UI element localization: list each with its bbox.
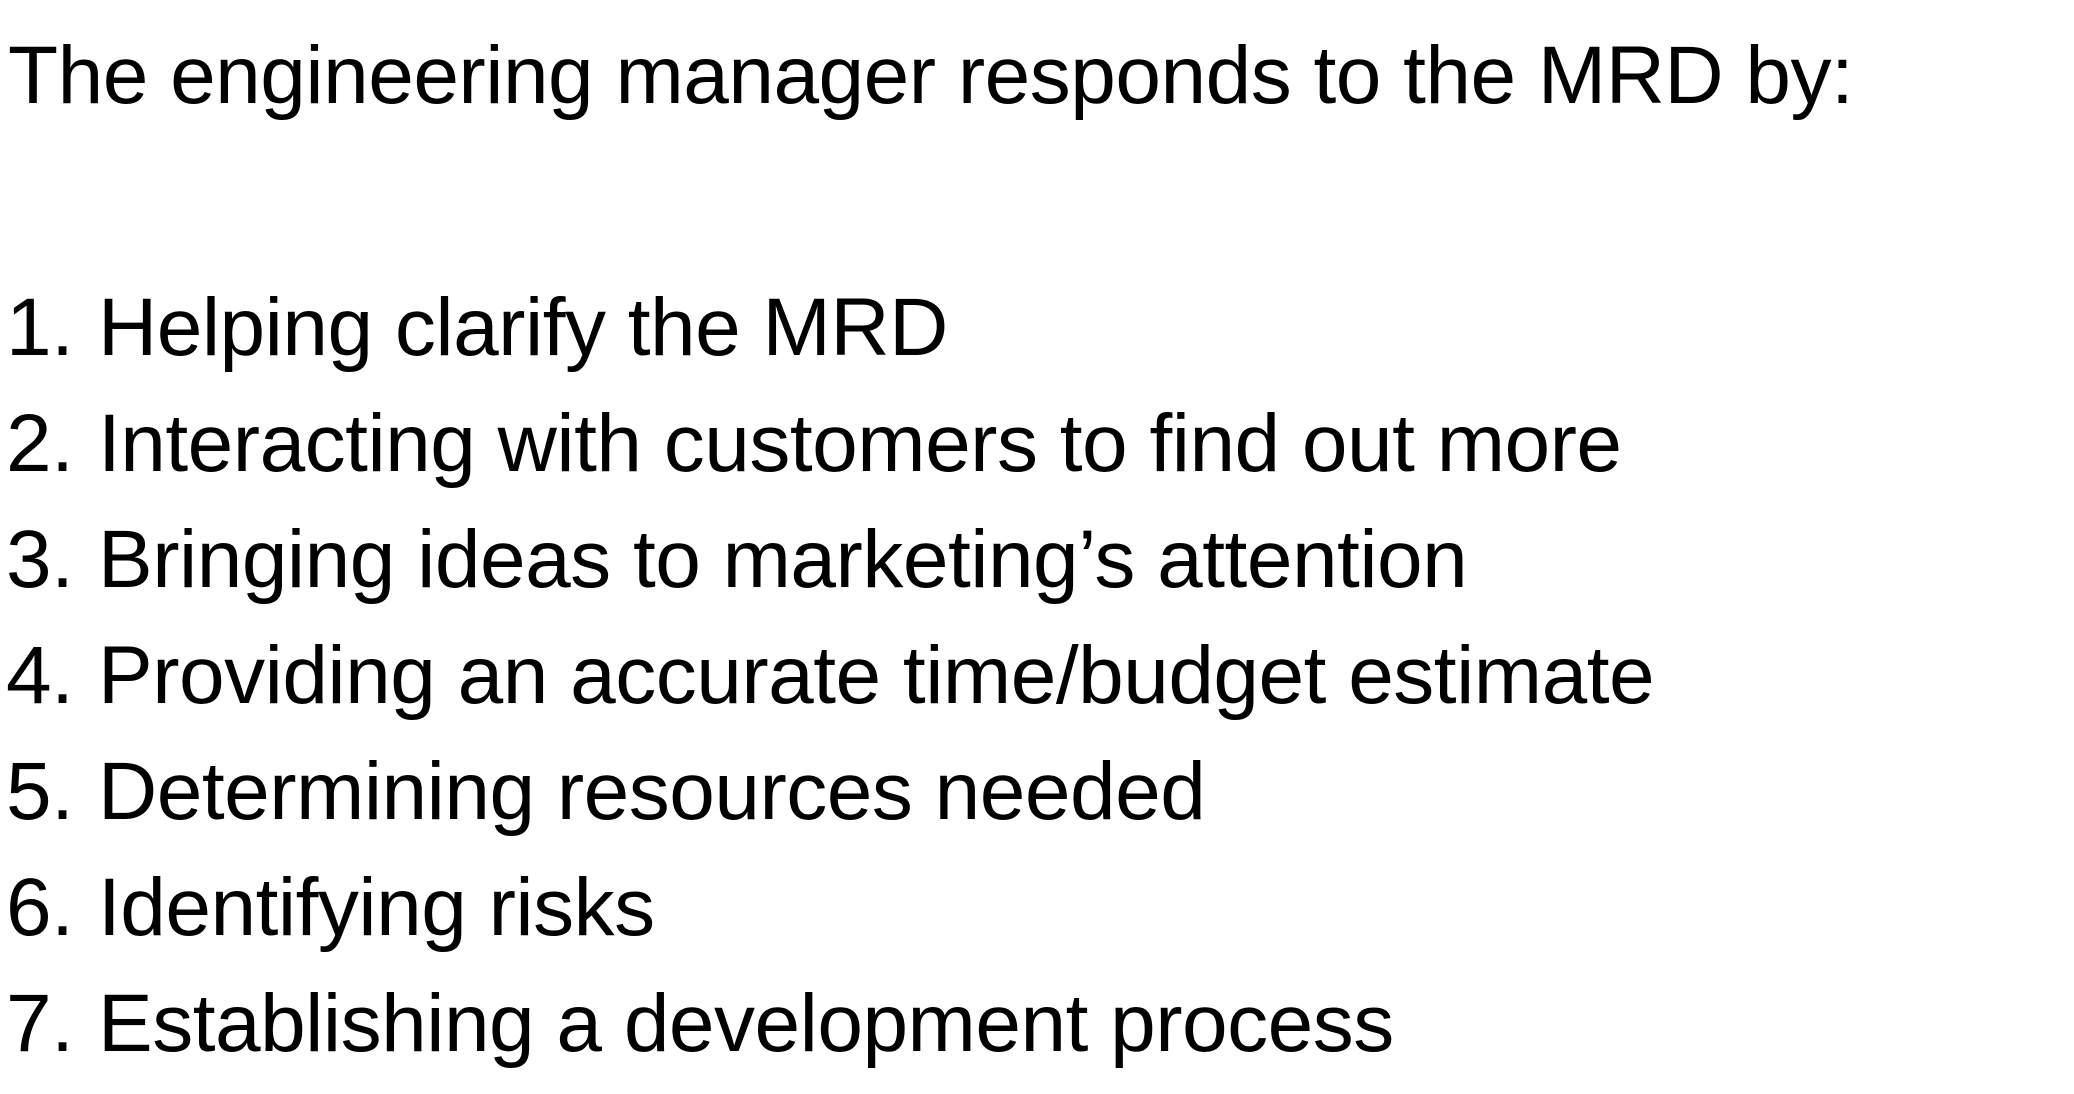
list-item-number: 1. (6, 282, 74, 373)
list-item-number: 2. (6, 398, 74, 489)
list-item-text: Establishing a development process (98, 978, 1394, 1069)
list-item-number: 3. (6, 514, 74, 605)
list-item-text: Identifying risks (98, 862, 655, 953)
list-item: 1. Helping clarify the MRD (0, 270, 1654, 386)
list-item-number: 6. (6, 862, 74, 953)
list-item-text: Providing an accurate time/budget estima… (98, 630, 1655, 721)
list-item-number: 7. (6, 978, 74, 1069)
list-item-text: Interacting with customers to find out m… (98, 398, 1622, 489)
list-item-text: Determining resources needed (98, 746, 1206, 837)
intro-text: The engineering manager responds to the … (8, 30, 1854, 121)
list-item-number: 5. (6, 746, 74, 837)
list-item: 7. Establishing a development process (0, 966, 1654, 1082)
list-item-text: Bringing ideas to marketing’s attention (98, 514, 1468, 605)
list-item: 2. Interacting with customers to find ou… (0, 386, 1654, 502)
list-item: 5. Determining resources needed (0, 734, 1654, 850)
list-item: 3. Bringing ideas to marketing’s attenti… (0, 502, 1654, 618)
list-item-number: 4. (6, 630, 74, 721)
list-item-text: Helping clarify the MRD (98, 282, 948, 373)
responses-list: 1. Helping clarify the MRD 2. Interactin… (0, 270, 1655, 1082)
list-item: 6. Identifying risks (0, 850, 1654, 966)
list-item: 4. Providing an accurate time/budget est… (0, 618, 1655, 734)
